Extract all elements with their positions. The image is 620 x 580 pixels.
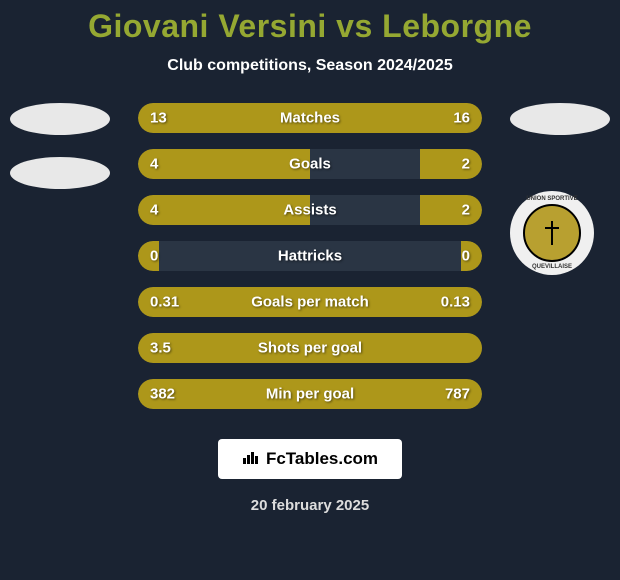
stat-row: 0.31 0.13 Goals per match: [138, 287, 482, 317]
stat-left-value: 13: [150, 110, 167, 127]
stat-label: Min per goal: [266, 386, 354, 403]
stat-left-value: 4: [150, 202, 158, 219]
stat-row: 4 2 Assists: [138, 195, 482, 225]
club-logo-text-top: UNION SPORTIVE: [510, 196, 594, 202]
right-club-logo: UNION SPORTIVE QUEVILLAISE: [510, 191, 594, 275]
header: Giovani Versini vs Leborgne Club competi…: [0, 0, 620, 75]
stat-label: Goals: [289, 156, 331, 173]
brand-text: FcTables.com: [266, 449, 378, 468]
comparison-chart: UNION SPORTIVE QUEVILLAISE 13 16 Matches 4 2…: [0, 103, 620, 423]
stat-left-value: 0.31: [150, 294, 179, 311]
stat-row: 0 0 Hattricks: [138, 241, 482, 271]
bar-left-fill: [138, 149, 310, 179]
right-club-badge-1: [510, 103, 610, 135]
stat-right-value: 0.13: [441, 294, 470, 311]
stat-row: 4 2 Goals: [138, 149, 482, 179]
stat-label: Hattricks: [278, 248, 342, 265]
stat-label: Goals per match: [251, 294, 369, 311]
footer: FcTables.com 20 february 2025: [0, 439, 620, 514]
stat-right-value: 0: [462, 248, 470, 265]
bar-right-fill: [420, 195, 482, 225]
stat-left-value: 382: [150, 386, 175, 403]
stat-right-value: 16: [453, 110, 470, 127]
stat-row: 3.5 Shots per goal: [138, 333, 482, 363]
stat-bars: 13 16 Matches 4 2 Goals 4 2 Assists 0 0 Hattricks 0.…: [138, 103, 482, 425]
stat-left-value: 3.5: [150, 340, 171, 357]
stat-row: 13 16 Matches: [138, 103, 482, 133]
stat-right-value: 2: [462, 202, 470, 219]
page-title: Giovani Versini vs Leborgne: [0, 8, 620, 45]
stat-row: 382 787 Min per goal: [138, 379, 482, 409]
page-subtitle: Club competitions, Season 2024/2025: [0, 57, 620, 75]
stat-left-value: 0: [150, 248, 158, 265]
date-text: 20 february 2025: [0, 497, 620, 514]
club-logo-text-bottom: QUEVILLAISE: [510, 264, 594, 270]
bars-chart-icon: [242, 449, 260, 469]
stat-left-value: 4: [150, 156, 158, 173]
stat-right-value: 787: [445, 386, 470, 403]
bar-right-fill: [420, 149, 482, 179]
stat-label: Shots per goal: [258, 340, 362, 357]
stat-label: Assists: [283, 202, 336, 219]
brand-badge: FcTables.com: [218, 439, 402, 479]
club-crest-icon: [537, 218, 567, 248]
left-player-badges: [10, 103, 110, 211]
right-player-badges: UNION SPORTIVE QUEVILLAISE: [510, 103, 610, 275]
stat-label: Matches: [280, 110, 340, 127]
left-club-badge-1: [10, 103, 110, 135]
club-logo-inner: [523, 204, 581, 262]
left-club-badge-2: [10, 157, 110, 189]
stat-right-value: 2: [462, 156, 470, 173]
